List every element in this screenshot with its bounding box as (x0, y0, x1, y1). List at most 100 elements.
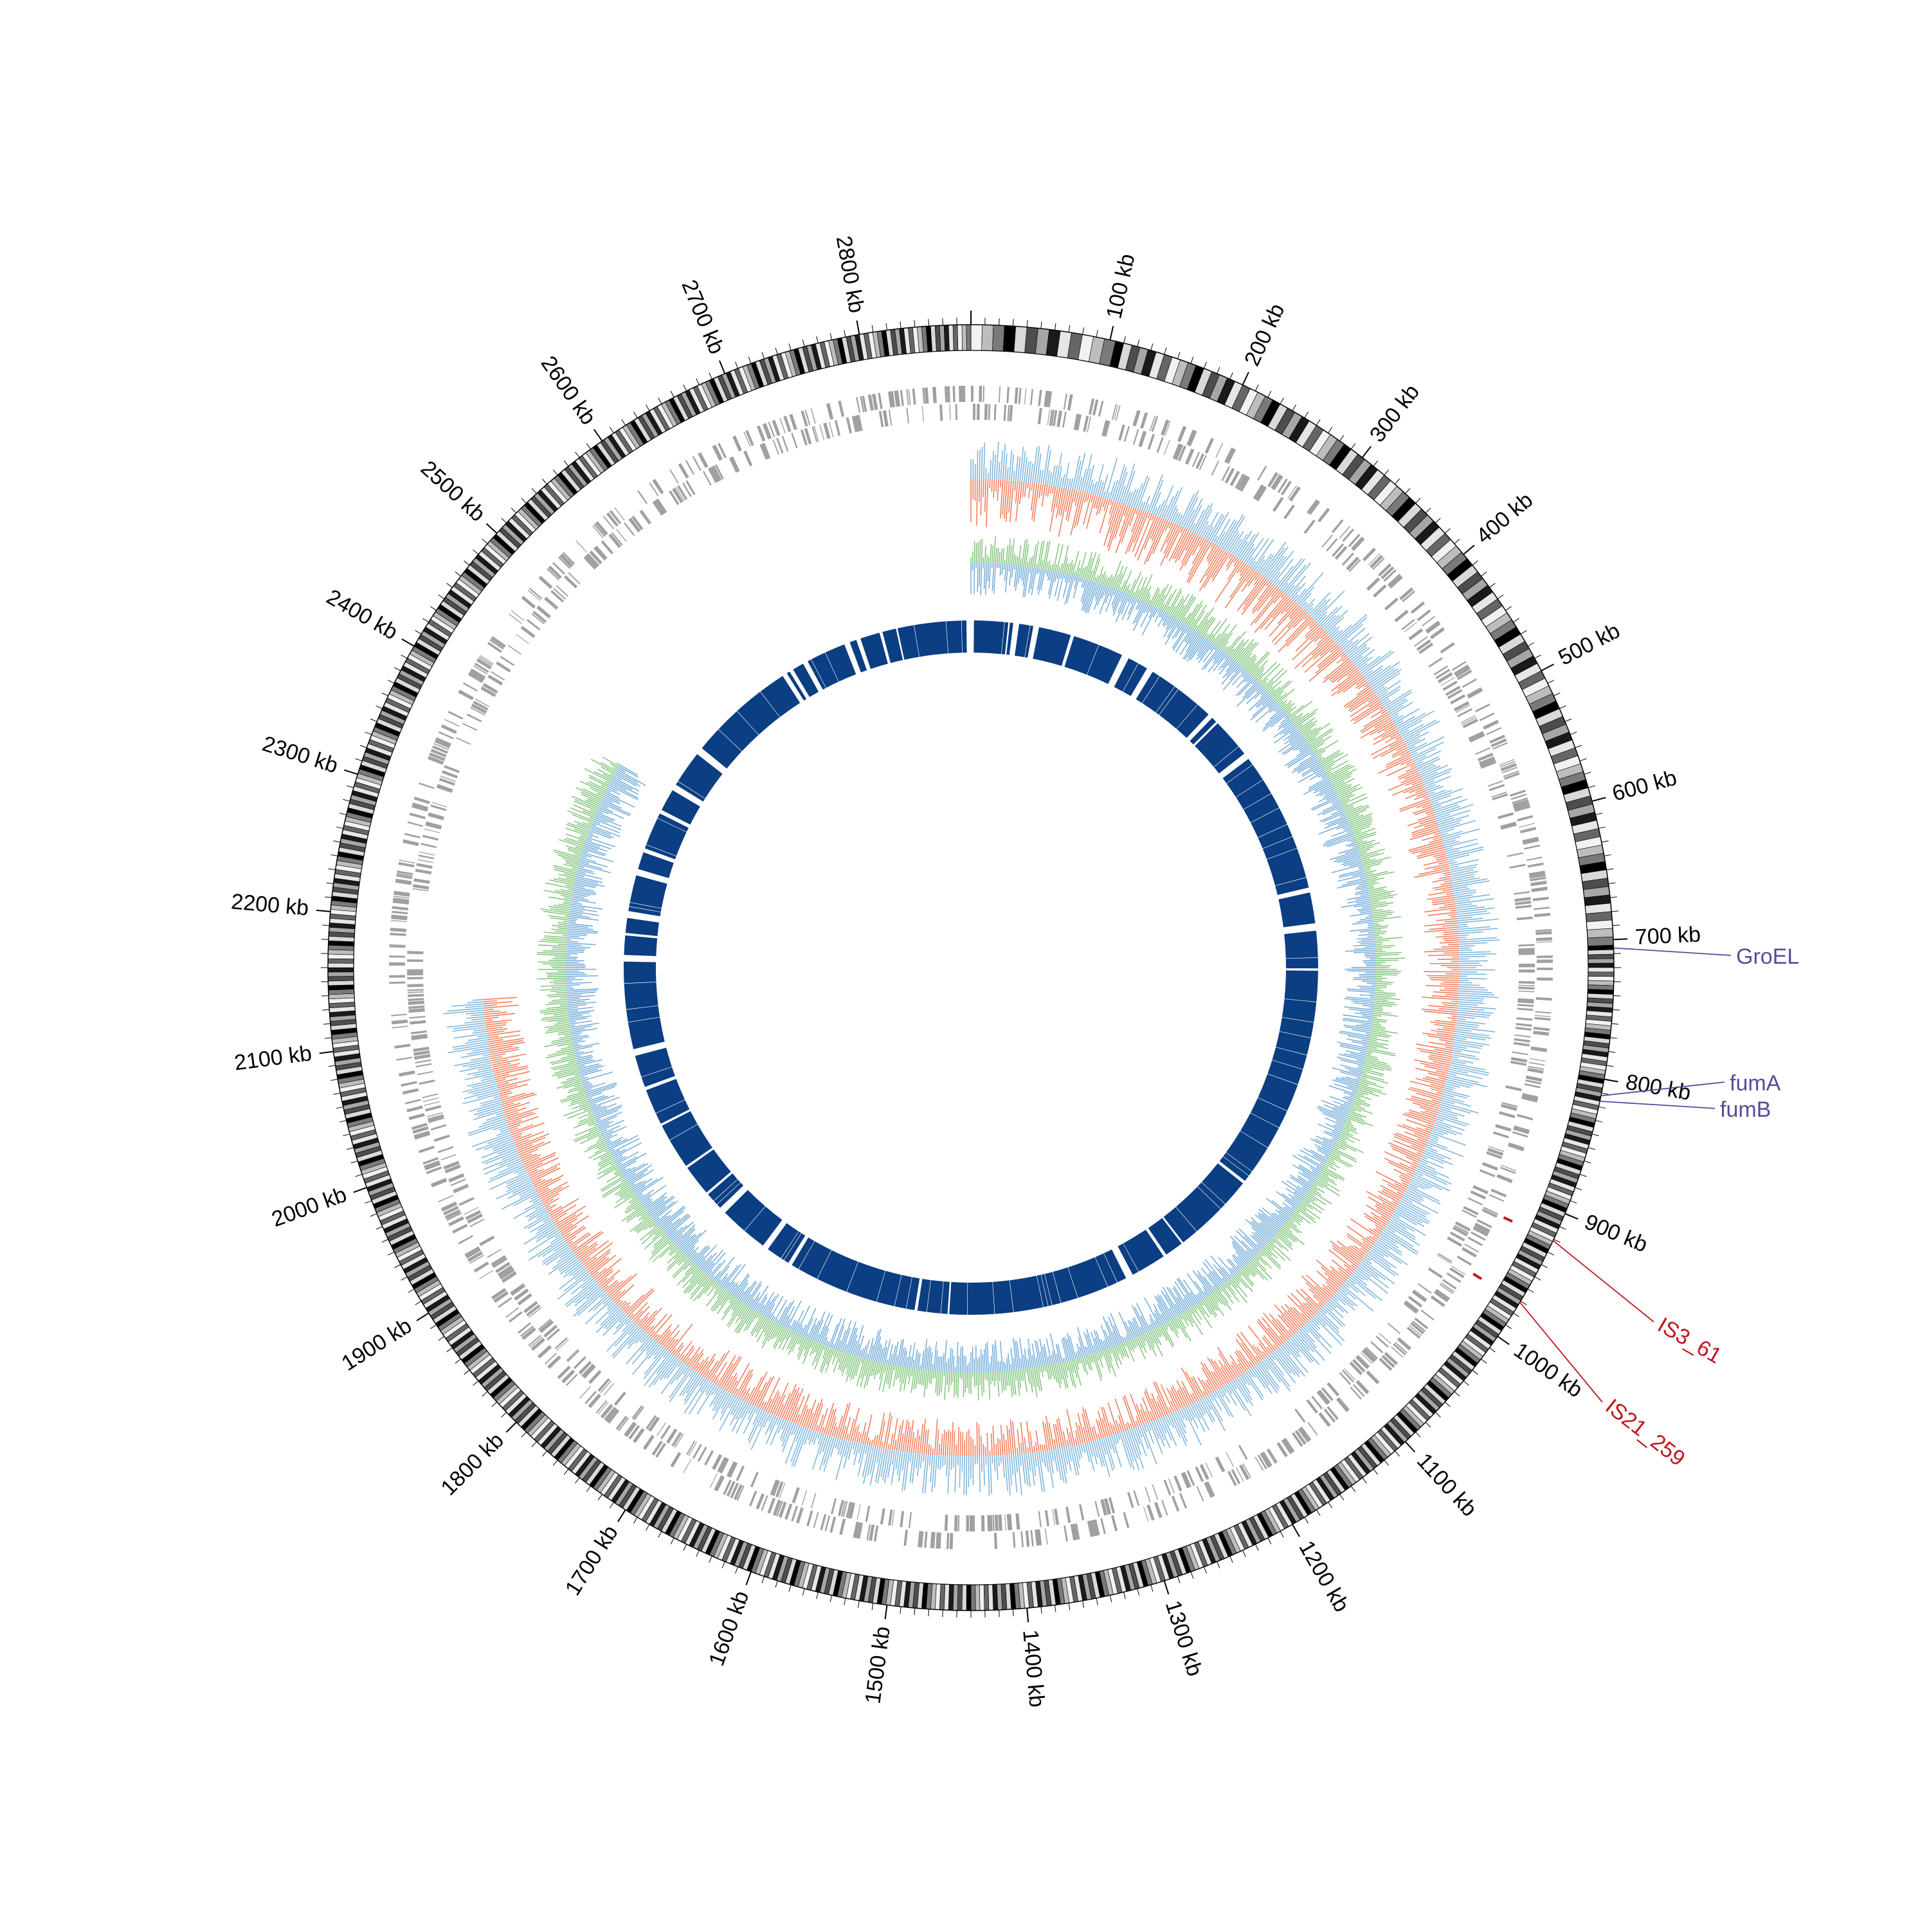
minor-tick (356, 759, 362, 761)
gene-feature (1281, 481, 1292, 496)
minor-tick (430, 1325, 436, 1329)
major-tick (417, 1313, 429, 1321)
gene-feature (698, 452, 708, 468)
minor-tick (830, 333, 831, 340)
gene-feature (487, 674, 503, 685)
ideogram-band (993, 325, 1005, 352)
gene-feature (1457, 1256, 1472, 1266)
minor-tick (575, 452, 580, 458)
minor-tick (1096, 330, 1098, 337)
gene-feature (1536, 997, 1552, 1000)
minor-tick (928, 319, 929, 326)
gene-feature (419, 782, 434, 789)
gene-feature (1124, 426, 1130, 442)
gene-feature (1375, 1335, 1388, 1348)
gene-feature (1519, 985, 1535, 986)
gene-feature (509, 613, 522, 624)
gene-feature (411, 1031, 427, 1034)
ideogram-band (328, 976, 354, 981)
minor-tick (658, 398, 662, 404)
gene-feature (1518, 987, 1534, 989)
minor-tick (646, 404, 650, 411)
minor-tick (1535, 655, 1541, 658)
minor-tick (1164, 348, 1166, 354)
minor-tick (646, 1524, 650, 1531)
gene-feature (1514, 1038, 1530, 1043)
minor-tick (1406, 489, 1410, 494)
gene-feature (1518, 991, 1534, 993)
gene-feature (1065, 1507, 1071, 1523)
gene-feature (1173, 1476, 1182, 1492)
minor-tick (376, 1227, 383, 1229)
gene-feature (1215, 1456, 1226, 1472)
gene-feature (1531, 887, 1547, 892)
minor-tick (1535, 1277, 1541, 1280)
tick-label: 200 kb (1240, 300, 1290, 370)
gene-feature (1516, 1027, 1532, 1031)
gene-feature (1493, 1132, 1509, 1139)
minor-tick (928, 1609, 929, 1616)
gene-feature (874, 1526, 879, 1542)
minor-tick (736, 1567, 738, 1573)
gene-feature (564, 575, 577, 589)
minor-tick (1445, 1402, 1450, 1407)
gene-feature (1064, 393, 1067, 410)
gene-feature (407, 970, 423, 972)
major-tick (1363, 446, 1371, 457)
minor-tick (1598, 827, 1606, 828)
gene-feature (391, 1014, 407, 1016)
gene-feature (880, 1508, 885, 1524)
tick-label: 2400 kb (322, 584, 402, 644)
gene-feature (1030, 1530, 1033, 1546)
gene-feature (783, 416, 791, 432)
minor-tick (482, 1391, 487, 1396)
core-block (1285, 970, 1318, 1002)
minor-tick (586, 1486, 591, 1492)
tick-label: 1800 kb (436, 1428, 508, 1500)
gene-feature (408, 989, 424, 991)
minor-tick (1584, 1161, 1591, 1163)
gene-feature (994, 404, 997, 420)
minor-tick (401, 1277, 408, 1280)
gene-feature (561, 554, 573, 566)
minor-tick (492, 1402, 497, 1407)
minor-tick (1416, 498, 1421, 503)
gene-feature (434, 1135, 450, 1142)
minor-tick (762, 1576, 765, 1583)
gene-feature (511, 610, 525, 620)
gene-feature (1408, 628, 1423, 640)
minor-tick (356, 1174, 362, 1177)
gene-feature (1038, 390, 1042, 406)
gene-feature (452, 1223, 467, 1233)
minor-tick (521, 498, 527, 503)
minor-tick (817, 336, 819, 343)
minor-tick (343, 1134, 350, 1136)
gene-feature (1024, 388, 1027, 404)
gene-feature (1257, 465, 1267, 480)
minor-tick (1454, 1391, 1460, 1396)
ideogram-band (982, 325, 993, 350)
minor-tick (1069, 1603, 1070, 1610)
gene-feature (390, 933, 406, 936)
gene-feature (405, 1099, 421, 1104)
gene-feature (732, 435, 742, 451)
tick-label: 1900 kb (338, 1314, 416, 1376)
gene-feature (410, 1020, 426, 1025)
gene-feature (999, 386, 1001, 402)
minor-tick (1598, 1106, 1606, 1108)
minor-tick (1373, 1469, 1378, 1475)
gene-feature (1145, 1486, 1151, 1502)
core-block (968, 1282, 995, 1315)
gene-feature (424, 829, 440, 833)
tick-ring (316, 311, 1627, 1622)
ideogram-band (962, 325, 966, 350)
minor-tick (1592, 1134, 1599, 1136)
minor-tick (1521, 631, 1526, 635)
gene-feature (1177, 426, 1186, 442)
minor-tick (1041, 321, 1042, 329)
ideogram-band (1588, 937, 1613, 946)
gene-feature (1238, 1445, 1248, 1459)
minor-tick (564, 1469, 568, 1475)
minor-tick (482, 539, 487, 543)
minor-tick (1395, 1451, 1399, 1456)
